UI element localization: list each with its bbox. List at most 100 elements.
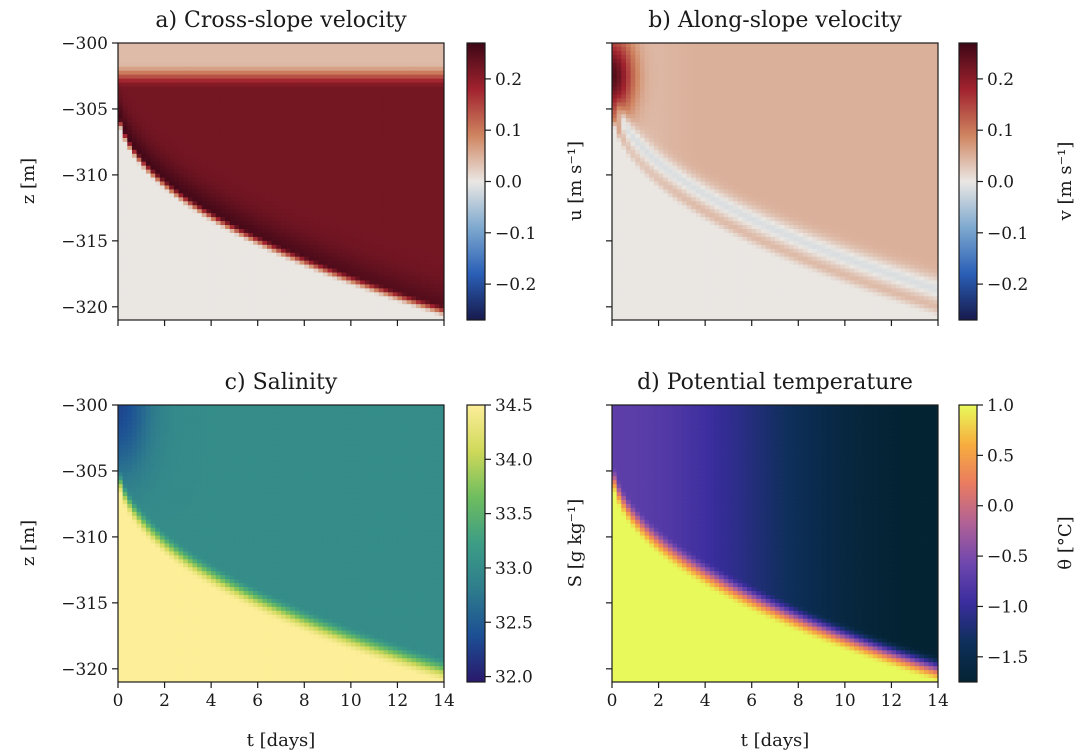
heatmap-cell (127, 197, 133, 202)
heatmap-cell (327, 177, 333, 183)
heatmap-cell (271, 122, 277, 127)
heatmap-cell (248, 197, 254, 202)
heatmap-cell (430, 145, 436, 151)
heatmap-cell (178, 189, 184, 194)
heatmap-cell (299, 78, 305, 84)
heatmap-cell (346, 292, 352, 297)
heatmap-cell (308, 284, 315, 289)
colorbar-tick-label: 0.0 (495, 173, 522, 193)
heatmap-cell (350, 268, 357, 274)
heatmap-cell (178, 157, 184, 163)
heatmap-cell (383, 244, 389, 250)
heatmap-cell (164, 153, 170, 159)
heatmap-cell (369, 276, 375, 282)
heatmap-cell (322, 74, 329, 80)
heatmap-cell (155, 264, 161, 270)
heatmap-cell (406, 165, 412, 171)
heatmap-cell (169, 248, 175, 254)
heatmap-cell (285, 130, 291, 135)
heatmap-cell (392, 268, 399, 274)
heatmap-cell (155, 173, 161, 179)
heatmap-cell (285, 252, 291, 258)
heatmap-cell (346, 46, 352, 52)
heatmap-cell (332, 74, 338, 80)
heatmap-cell (439, 244, 444, 250)
heatmap-cell (187, 292, 194, 297)
heatmap-cell (239, 248, 245, 254)
heatmap-cell (225, 264, 231, 270)
heatmap-cell (383, 280, 389, 285)
heatmap-cell (267, 252, 273, 258)
heatmap-cell (173, 141, 180, 147)
heatmap-cell (327, 232, 333, 238)
heatmap-cell (322, 240, 329, 246)
heatmap-cell (197, 316, 203, 320)
heatmap-cell (150, 236, 156, 242)
heatmap-cell (304, 102, 310, 107)
heatmap-cell (127, 256, 133, 262)
heatmap-cell (374, 130, 380, 135)
heatmap-cell (239, 197, 245, 202)
heatmap-cell (164, 292, 170, 297)
heatmap-cell (262, 304, 268, 309)
heatmap-cell (304, 58, 310, 64)
heatmap-cell (136, 209, 142, 214)
heatmap-cell (155, 157, 161, 163)
heatmap-cell (281, 173, 287, 179)
heatmap-cell (159, 78, 166, 84)
heatmap-cell (318, 232, 324, 238)
heatmap-cell (122, 256, 128, 262)
heatmap-cell (169, 236, 175, 242)
heatmap-cell (206, 50, 212, 56)
heatmap-cell (332, 256, 338, 262)
heatmap-cell (253, 118, 259, 123)
heatmap-cell (378, 157, 385, 163)
heatmap-cell (425, 137, 431, 143)
heatmap-cell (122, 193, 128, 198)
heatmap-cell (187, 66, 194, 72)
heatmap-cell (127, 236, 133, 242)
heatmap-cell (225, 86, 231, 92)
heatmap-cell (164, 264, 170, 270)
heatmap-cell (411, 102, 417, 107)
heatmap-cell (383, 90, 389, 96)
heatmap-cell (313, 137, 319, 143)
heatmap-cell (183, 260, 189, 266)
heatmap-cell (243, 130, 249, 135)
heatmap-cell (392, 46, 399, 52)
heatmap-cell (173, 240, 180, 246)
heatmap-cell (374, 284, 380, 289)
heatmap-cell (234, 300, 240, 305)
heatmap-cell (318, 316, 324, 320)
heatmap-cell (388, 165, 394, 171)
heatmap-cell (313, 272, 319, 278)
heatmap-cell (355, 197, 361, 202)
heatmap-cell (178, 193, 184, 198)
heatmap-cell (141, 130, 147, 135)
heatmap-cell (285, 118, 291, 123)
heatmap-cell (360, 102, 366, 107)
heatmap-cell (360, 244, 366, 250)
heatmap-cell (439, 185, 444, 191)
heatmap-cell (612, 70, 618, 76)
heatmap-cell (145, 94, 152, 99)
heatmap-cell (318, 161, 324, 167)
heatmap-cell (243, 221, 249, 226)
heatmap-cell (141, 240, 147, 246)
heatmap-cell (336, 54, 343, 60)
heatmap-cell (267, 284, 273, 289)
heatmap-cell (332, 296, 338, 301)
heatmap-cell (164, 165, 170, 171)
heatmap-cell (187, 189, 194, 194)
heatmap-cell (406, 248, 412, 254)
heatmap-cell (336, 43, 343, 48)
heatmap-cell (299, 43, 305, 48)
heatmap-cell (187, 157, 194, 163)
heatmap-cell (150, 141, 156, 147)
heatmap-cell (294, 102, 301, 107)
heatmap-cell (215, 193, 222, 198)
heatmap-cell (411, 141, 417, 147)
heatmap-cell (164, 300, 170, 305)
heatmap-cell (383, 217, 389, 222)
heatmap-cell (201, 225, 208, 230)
